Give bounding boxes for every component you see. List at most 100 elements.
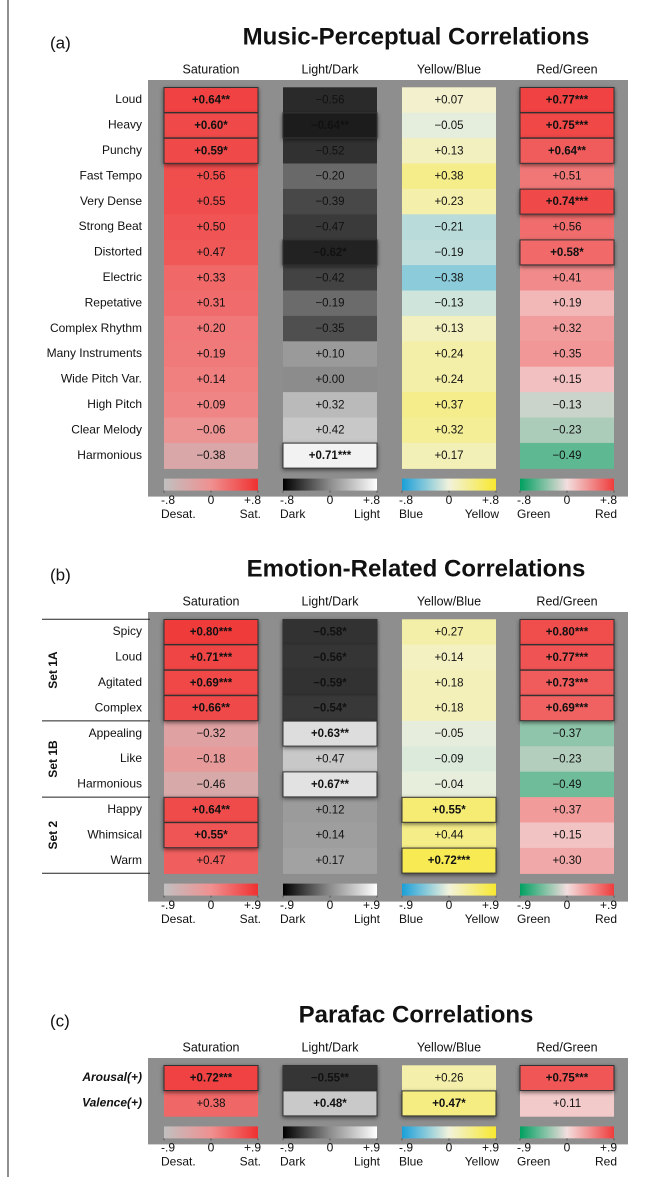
cell bbox=[283, 746, 377, 773]
colorbar bbox=[402, 478, 496, 491]
cell-value: +0.38 bbox=[434, 171, 463, 183]
cell-value: +0.75*** bbox=[546, 120, 589, 132]
colorbar-low-label: Dark bbox=[280, 1155, 306, 1169]
colorbar-low-label: Green bbox=[517, 912, 550, 926]
colorbar bbox=[520, 1126, 614, 1139]
row-label: Like bbox=[120, 751, 142, 765]
cell bbox=[283, 214, 377, 241]
cell-value: −0.09 bbox=[434, 754, 463, 766]
cell bbox=[283, 366, 377, 393]
colorbar-tick-label: 0 bbox=[564, 898, 571, 912]
cell bbox=[402, 392, 496, 419]
cell bbox=[282, 112, 378, 139]
cell bbox=[520, 771, 614, 798]
cell-value: −0.37 bbox=[552, 728, 581, 740]
colorbar-tick-label: +.9 bbox=[244, 1141, 261, 1155]
cell bbox=[164, 392, 258, 419]
cell bbox=[520, 392, 614, 419]
colorbar-tick-label: +.8 bbox=[600, 493, 617, 507]
cell-value: +0.77*** bbox=[546, 652, 589, 664]
cell bbox=[164, 265, 258, 292]
row-label: Happy bbox=[107, 802, 142, 816]
column-header: Red/Green bbox=[536, 1040, 597, 1054]
cell bbox=[520, 163, 614, 190]
cell bbox=[283, 417, 377, 444]
cell-value: +0.59* bbox=[194, 145, 228, 157]
cell-value: +0.11 bbox=[553, 1098, 581, 1110]
colorbar-high-label: Sat. bbox=[240, 507, 261, 521]
colorbar-tick-label: -.9 bbox=[280, 898, 294, 912]
row-label: Complex Rhythm bbox=[50, 321, 142, 335]
cell-value: −0.06 bbox=[196, 425, 225, 437]
colorbar-high-label: Yellow bbox=[465, 507, 500, 521]
cell-value: +0.64** bbox=[192, 95, 231, 107]
cell bbox=[402, 1065, 496, 1092]
cell-value: −0.20 bbox=[315, 171, 344, 183]
cell-value: −0.38 bbox=[196, 450, 225, 462]
cell-value: +0.51 bbox=[552, 171, 581, 183]
row-label: Spicy bbox=[113, 624, 142, 638]
colorbar bbox=[402, 1126, 496, 1139]
colorbar bbox=[520, 478, 614, 491]
cell-value: −0.35 bbox=[315, 323, 344, 335]
cell-value: −0.23 bbox=[552, 425, 581, 437]
cell bbox=[520, 442, 614, 469]
cell-value: +0.66** bbox=[192, 703, 231, 715]
cell-value: +0.73*** bbox=[546, 677, 589, 689]
colorbar bbox=[402, 883, 496, 896]
cell-value: +0.32 bbox=[552, 323, 581, 335]
cell-value: +0.71*** bbox=[190, 652, 233, 664]
cell bbox=[163, 1065, 259, 1091]
cell-value: −0.38 bbox=[434, 272, 463, 284]
cell-value: +0.72*** bbox=[428, 855, 471, 867]
colorbar bbox=[283, 883, 377, 896]
cell-value: −0.39 bbox=[315, 196, 344, 208]
colorbar-tick-label: +.9 bbox=[600, 898, 617, 912]
cell-value: −0.04 bbox=[434, 779, 464, 791]
colorbar-low-label: Desat. bbox=[161, 1155, 196, 1169]
cell bbox=[520, 214, 614, 241]
colorbar bbox=[164, 478, 258, 491]
cell-value: +0.14 bbox=[434, 652, 464, 664]
cell bbox=[401, 796, 497, 823]
cell-value: +0.13 bbox=[434, 323, 463, 335]
cell-value: +0.07 bbox=[434, 95, 463, 107]
cell-value: +0.15 bbox=[552, 374, 581, 386]
cell bbox=[402, 771, 496, 798]
cell bbox=[402, 822, 496, 849]
cell-value: +0.09 bbox=[196, 399, 225, 411]
cell-value: +0.35 bbox=[552, 349, 581, 361]
colorbar-tick-label: -.9 bbox=[280, 1141, 294, 1155]
cell bbox=[520, 847, 614, 874]
cell-value: −0.42 bbox=[315, 272, 344, 284]
cell-value: +0.56 bbox=[196, 171, 225, 183]
cell-value: +0.38 bbox=[196, 1098, 225, 1110]
cell-value: +0.74*** bbox=[546, 196, 589, 208]
cell bbox=[283, 822, 377, 849]
cell bbox=[164, 417, 258, 444]
colorbar-low-label: Green bbox=[517, 1155, 550, 1169]
cell-value: +0.15 bbox=[552, 830, 581, 842]
colorbar-high-label: Light bbox=[354, 912, 381, 926]
colorbar-high-label: Yellow bbox=[465, 1155, 500, 1169]
cell-value: −0.49 bbox=[552, 779, 581, 791]
column-header: Yellow/Blue bbox=[417, 62, 481, 76]
cell-value: +0.47 bbox=[196, 855, 225, 867]
cell bbox=[402, 315, 496, 342]
colorbar-tick-label: +.9 bbox=[482, 898, 499, 912]
cell-value: +0.24 bbox=[434, 349, 464, 361]
cell-value: +0.69*** bbox=[190, 677, 233, 689]
colorbar-tick-label: +.9 bbox=[363, 1141, 380, 1155]
cell bbox=[283, 847, 377, 874]
panel-title: Emotion-Related Correlations bbox=[247, 555, 586, 582]
cell-value: +0.67** bbox=[311, 779, 350, 791]
cell bbox=[163, 695, 259, 722]
cell bbox=[519, 695, 615, 722]
cell-value: +0.41 bbox=[552, 272, 581, 284]
row-label: Distorted bbox=[94, 245, 142, 259]
cell bbox=[163, 644, 259, 671]
colorbar-tick-label: 0 bbox=[446, 898, 453, 912]
cell-value: +0.64** bbox=[548, 145, 587, 157]
cell bbox=[402, 670, 496, 697]
cell-value: +0.10 bbox=[315, 349, 344, 361]
